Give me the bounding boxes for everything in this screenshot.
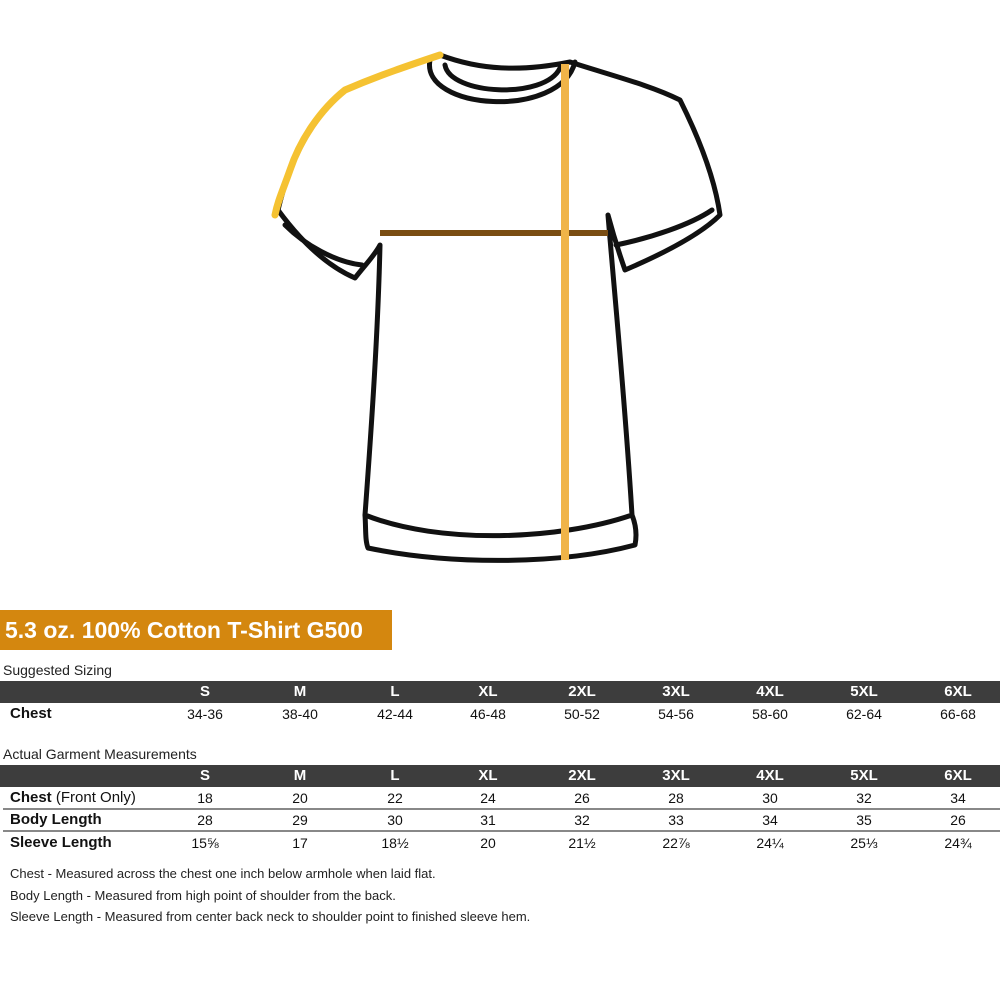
size-header-6xl: 6XL (944, 683, 972, 700)
size-header-2xl: 2XL (568, 767, 596, 784)
table-row: Chest (Front Only) 18 20 22 24 26 28 30 32 34 (0, 787, 1000, 809)
value-cell: 26 (574, 790, 590, 806)
value-cell: 20 (480, 835, 496, 851)
value-cell: 34 (762, 812, 778, 828)
value-cell: 15⅝ (191, 835, 219, 851)
value-cell: 32 (574, 812, 590, 828)
row-label-text: Chest (10, 789, 52, 806)
value-cell: 34 (950, 790, 966, 806)
value-cell: 30 (762, 790, 778, 806)
value-cell: 42-44 (377, 706, 413, 722)
actual-measurements-label: Actual Garment Measurements (3, 746, 197, 762)
value-cell: 58-60 (752, 706, 788, 722)
row-label-text: Chest (10, 705, 52, 722)
value-cell: 50-52 (564, 706, 600, 722)
value-cell: 54-56 (658, 706, 694, 722)
table-row: Body Length 28 29 30 31 32 33 34 35 26 (0, 809, 1000, 831)
note-chest: Chest - Measured across the chest one in… (10, 866, 436, 881)
row-label: Chest (10, 703, 52, 725)
size-header-s: S (199, 683, 210, 700)
suggested-size-header: S M L XL 2XL 3XL 4XL 5XL 6XL (0, 681, 1000, 703)
value-cell: 46-48 (470, 706, 506, 722)
row-label: Sleeve Length (10, 832, 112, 854)
size-header-6xl: 6XL (944, 767, 972, 784)
sleeve-cuff-left (282, 222, 365, 268)
size-header-5xl: 5XL (850, 683, 878, 700)
size-header-l: L (390, 767, 400, 784)
table-row: Sleeve Length 15⅝ 17 18½ 20 21½ 22⅞ 24¼ 25⅓ 24¾ (0, 832, 1000, 854)
note-sleeve-length: Sleeve Length - Measured from center bac… (10, 909, 531, 924)
size-header-m: M (293, 683, 307, 700)
value-cell: 28 (668, 790, 684, 806)
size-header-3xl: 3XL (662, 683, 690, 700)
size-header-xl: XL (478, 767, 498, 784)
row-divider (3, 808, 1000, 810)
note-body-length: Body Length - Measured from high point o… (10, 888, 396, 903)
shirt-outline (275, 52, 723, 539)
hem (362, 512, 639, 563)
value-cell: 28 (197, 812, 213, 828)
value-cell: 25⅓ (850, 835, 878, 851)
value-cell: 26 (950, 812, 966, 828)
row-label: Chest (Front Only) (10, 787, 136, 809)
product-title-banner: 5.3 oz. 100% Cotton T-Shirt G500 (0, 610, 392, 650)
value-cell: 24¼ (756, 835, 784, 851)
size-header-l: L (390, 683, 400, 700)
value-cell: 31 (480, 812, 496, 828)
size-header-m: M (293, 767, 307, 784)
value-cell: 62-64 (846, 706, 882, 722)
row-label-sub: (Front Only) (55, 789, 136, 806)
suggested-sizing-label: Suggested Sizing (3, 662, 112, 678)
size-header-4xl: 4XL (756, 683, 784, 700)
value-cell: 18½ (381, 835, 409, 851)
value-cell: 21½ (568, 835, 596, 851)
value-cell: 66-68 (940, 706, 976, 722)
value-cell: 30 (387, 812, 403, 828)
value-cell: 35 (856, 812, 872, 828)
value-cell: 24¾ (944, 835, 972, 851)
sleeve-cuff-right (613, 207, 715, 248)
row-divider (3, 830, 1000, 832)
value-cell: 24 (480, 790, 496, 806)
value-cell: 18 (197, 790, 213, 806)
size-header-2xl: 2XL (568, 683, 596, 700)
size-header-3xl: 3XL (662, 767, 690, 784)
value-cell: 34-36 (187, 706, 223, 722)
value-cell: 22⅞ (662, 835, 690, 851)
table-row: Chest 34-36 38-40 42-44 46-48 50-52 54-56 58-60… (0, 703, 1000, 725)
value-cell: 20 (292, 790, 308, 806)
size-header-5xl: 5XL (850, 767, 878, 784)
actual-size-header: S M L XL 2XL 3XL 4XL 5XL 6XL (0, 765, 1000, 787)
size-header-4xl: 4XL (756, 767, 784, 784)
row-label-text: Sleeve Length (10, 834, 112, 851)
value-cell: 22 (387, 790, 403, 806)
row-label: Body Length (10, 809, 102, 831)
tshirt-measurement-diagram (271, 51, 723, 563)
row-label-text: Body Length (10, 811, 102, 828)
size-header-xl: XL (478, 683, 498, 700)
shoulder-sleeve-measure-line (271, 51, 444, 219)
value-cell: 32 (856, 790, 872, 806)
value-cell: 29 (292, 812, 308, 828)
size-header-s: S (199, 767, 210, 784)
value-cell: 38-40 (282, 706, 318, 722)
value-cell: 17 (292, 835, 308, 851)
value-cell: 33 (668, 812, 684, 828)
